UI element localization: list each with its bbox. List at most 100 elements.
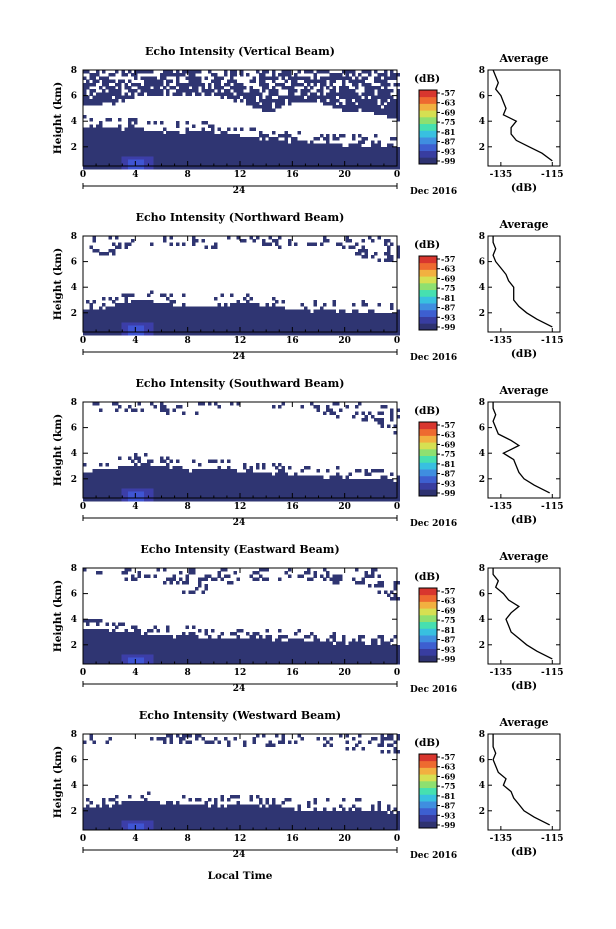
heatmap-cell [278, 322, 282, 326]
heatmap-cell [255, 328, 260, 333]
heatmap-cell [393, 328, 397, 333]
heatmap-cell [268, 102, 273, 106]
heatmap-cell [89, 312, 93, 317]
heatmap-cell [185, 150, 189, 154]
heatmap-cell [243, 166, 247, 170]
heatmap-cell [118, 660, 122, 665]
heatmap-cell [147, 134, 151, 138]
average-x-tick-label: -115 [541, 336, 564, 346]
heatmap-cell [390, 89, 394, 93]
heatmap-cell [182, 411, 186, 416]
heatmap-cell [390, 485, 394, 489]
heatmap-cell [252, 498, 257, 502]
heatmap-cell [204, 498, 209, 502]
heatmap-cell [307, 166, 311, 170]
heatmap-cell [118, 245, 122, 250]
heatmap-cell [99, 92, 103, 96]
heatmap-cell [124, 332, 129, 336]
heatmap-cell [342, 485, 346, 489]
heatmap-cell [310, 651, 314, 655]
heatmap-cell [115, 625, 119, 630]
heatmap-cell [358, 134, 362, 138]
heatmap-cell [127, 130, 132, 135]
heatmap-cell [239, 648, 244, 652]
heatmap-cell [371, 322, 375, 326]
heatmap-cell [278, 332, 282, 336]
y-tick-label: 8 [71, 398, 77, 408]
heatmap-cell [131, 408, 135, 412]
heatmap-cell [198, 654, 202, 658]
heatmap-cell [131, 95, 135, 100]
colorbar-swatch [419, 96, 437, 104]
heatmap-cell [220, 76, 225, 80]
heatmap-cell [313, 325, 317, 330]
heatmap-cell [217, 306, 221, 310]
heatmap-cell [236, 309, 241, 314]
heatmap-cell [172, 466, 177, 470]
x-tick-label: 20 [338, 502, 351, 512]
heatmap-cell [233, 648, 237, 652]
heatmap-cell [188, 635, 193, 639]
heatmap-cell [294, 325, 298, 330]
heatmap-cell [182, 325, 186, 330]
heatmap-cell [150, 332, 154, 336]
heatmap-cell [137, 456, 141, 460]
heatmap-cell [268, 150, 273, 154]
heatmap-cell [185, 166, 189, 170]
heatmap-cell [175, 494, 180, 499]
heatmap-cell [297, 159, 301, 164]
heatmap-cell [271, 332, 276, 336]
heatmap-cell [342, 82, 346, 87]
heatmap-cell [140, 325, 145, 330]
heatmap-cell [355, 156, 359, 160]
heatmap-cell [201, 89, 205, 93]
heatmap-cell [383, 239, 388, 243]
heatmap-cell [153, 325, 157, 330]
heatmap-cell [348, 498, 353, 502]
heatmap-cell [118, 153, 122, 157]
heatmap-cell [156, 485, 161, 489]
heatmap-cell [243, 498, 247, 502]
heatmap-cell [214, 472, 218, 476]
heatmap-cell [182, 478, 186, 483]
heatmap-cell [367, 82, 372, 87]
heatmap-cell [239, 498, 244, 502]
heatmap-cell [166, 150, 170, 154]
heatmap-cell [326, 498, 330, 502]
heatmap-cell [284, 95, 289, 100]
heatmap-cell [137, 303, 141, 307]
heatmap-cell [275, 239, 279, 243]
heatmap-cell [291, 654, 295, 658]
heatmap-cell [204, 472, 209, 476]
heatmap-cell [111, 488, 116, 492]
heatmap-cell [188, 134, 193, 138]
heatmap-cell [172, 478, 177, 483]
heatmap-cell [265, 322, 269, 326]
heatmap-cell [319, 143, 324, 148]
heatmap-cell [140, 86, 145, 90]
heatmap-cell [223, 316, 228, 320]
heatmap-cell [140, 494, 145, 499]
heatmap-cell [307, 660, 311, 665]
heatmap-cell [316, 316, 321, 320]
heatmap-cell [390, 491, 394, 496]
heatmap-cell [367, 156, 372, 160]
heatmap-cell [390, 414, 394, 419]
heatmap-cell [230, 316, 234, 320]
heatmap-cell [108, 159, 113, 164]
heatmap-cell [111, 312, 116, 317]
heatmap-cell [275, 82, 279, 87]
heatmap-cell [271, 159, 276, 164]
heatmap-cell [342, 86, 346, 90]
heatmap-cell [262, 73, 266, 77]
heatmap-cell [92, 98, 97, 103]
heatmap-cell [102, 491, 106, 496]
heatmap-cell [316, 312, 321, 317]
heatmap-cell [182, 494, 186, 499]
heatmap-cell [287, 568, 292, 572]
heatmap-cell [348, 319, 353, 323]
heatmap-cell [358, 150, 362, 154]
heatmap-cell [265, 95, 269, 100]
heatmap-cell [291, 143, 295, 148]
heatmap-cell [191, 475, 196, 480]
